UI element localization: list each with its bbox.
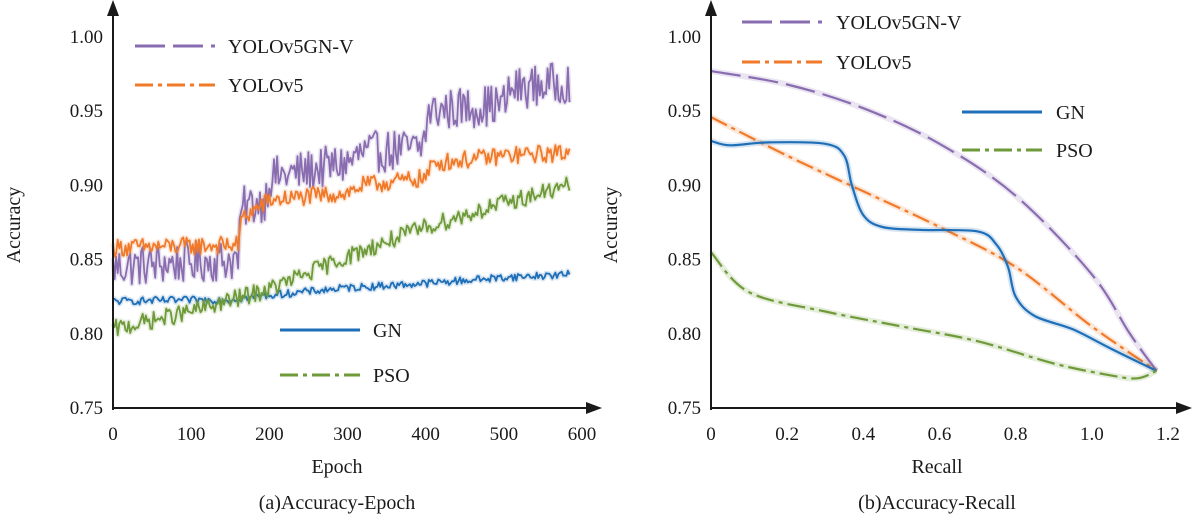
series-line-gn (710, 139, 1158, 372)
ticks: 0.75 0.80 0.85 0.90 0.95 1.00 0 100 200 300 400 500… (70, 27, 597, 445)
x-tick-label: 200 (255, 424, 284, 445)
y-axis-label: Accuracy (600, 187, 622, 264)
ticks: 0.75 0.80 0.85 0.90 0.95 1.00 0 0.2 0.4 0.6 0.8 1.0… (668, 27, 1180, 445)
legend-label: YOLOv5GN-V (836, 12, 962, 34)
legend-label: PSO (1056, 140, 1093, 162)
y-tick-label: 0.95 (70, 101, 103, 122)
x-tick-label: 300 (333, 424, 362, 445)
y-tick-label: 0.90 (668, 175, 701, 196)
x-axis-arrow (586, 402, 602, 414)
x-axis-label: Epoch (311, 456, 362, 478)
panel-caption: (b)Accuracy-Recall (858, 492, 1016, 514)
chart-accuracy-recall: 0.75 0.80 0.85 0.90 0.95 1.00 0 0.2 0.4 0.6 0.8 1.0… (600, 0, 1192, 514)
legend-entry-yolov5: YOLOv5 (742, 52, 912, 74)
x-tick-label: 100 (177, 424, 206, 445)
y-tick-label: 1.00 (70, 27, 103, 48)
chart-accuracy-epoch: 0.75 0.80 0.85 0.90 0.95 1.00 0 100 200 300 400 500… (3, 0, 602, 514)
y-tick-label: 0.85 (668, 250, 701, 271)
series-group (708, 68, 1160, 382)
series-line-pso (710, 251, 1158, 380)
y-tick-label: 0.90 (70, 175, 103, 196)
x-tick-label: 0 (108, 424, 118, 445)
series-shadow (709, 114, 1159, 374)
y-tick-label: 0.75 (668, 398, 701, 419)
y-tick-label: 0.80 (70, 324, 103, 345)
x-tick-label: 400 (411, 424, 440, 445)
x-tick-label: 1.2 (1156, 424, 1180, 445)
series-line-yolov5gn-v (112, 62, 571, 286)
legend: YOLOv5GN-V YOLOv5 GN PSO (135, 36, 410, 387)
series-line-yolov5gn-v (710, 70, 1158, 372)
legend-label: YOLOv5 (836, 52, 912, 74)
legend-entry-pso: PSO (280, 365, 410, 387)
x-axis-arrow (1176, 402, 1192, 414)
series-line-yolov5 (112, 144, 571, 258)
legend-label: GN (1056, 102, 1085, 124)
y-tick-label: 0.80 (668, 324, 701, 345)
legend-entry-gn: GN (962, 102, 1085, 124)
legend-label: YOLOv5 (228, 75, 304, 97)
y-axis-label: Accuracy (3, 187, 25, 264)
legend-label: YOLOv5GN-V (228, 36, 354, 58)
x-tick-label: 1.0 (1080, 424, 1104, 445)
series-group (110, 61, 572, 338)
x-tick-label: 0 (706, 424, 716, 445)
legend-label: PSO (373, 365, 410, 387)
x-tick-label: 0.2 (775, 424, 799, 445)
legend: YOLOv5GN-V YOLOv5 GN PSO (742, 12, 1093, 162)
x-tick-label: 600 (568, 424, 597, 445)
x-tick-label: 0.4 (851, 424, 875, 445)
y-tick-label: 0.75 (70, 398, 103, 419)
series-line-gn (112, 269, 571, 306)
x-tick-label: 0.8 (1004, 424, 1028, 445)
legend-entry-yolov5gn-v: YOLOv5GN-V (742, 12, 962, 34)
legend-entry-pso: PSO (962, 140, 1093, 162)
y-tick-label: 0.85 (70, 250, 103, 271)
x-tick-label: 500 (490, 424, 519, 445)
x-axis-label: Recall (911, 456, 963, 478)
legend-entry-yolov5gn-v: YOLOv5GN-V (135, 36, 354, 58)
y-tick-label: 0.95 (668, 101, 701, 122)
x-tick-label: 0.6 (928, 424, 952, 445)
y-tick-label: 1.00 (668, 27, 701, 48)
series-line-pso (112, 176, 571, 336)
legend-label: GN (373, 320, 402, 342)
y-axis-arrow (705, 0, 717, 16)
legend-entry-gn: GN (280, 320, 402, 342)
legend-entry-yolov5: YOLOv5 (135, 75, 304, 97)
panel-caption: (a)Accuracy-Epoch (259, 492, 416, 514)
y-axis-arrow (107, 0, 119, 16)
